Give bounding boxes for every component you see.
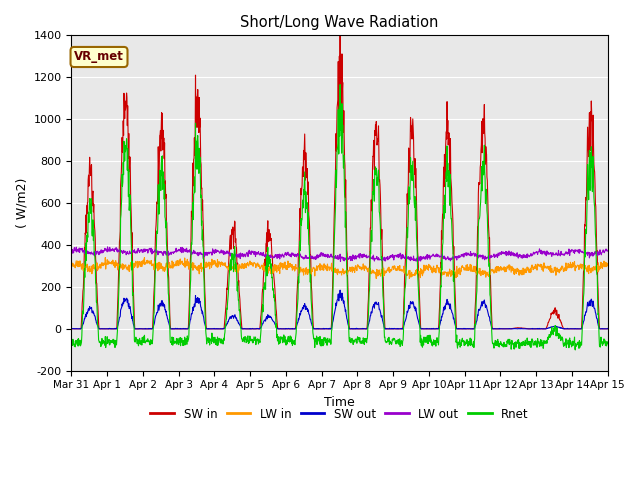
- Rnet: [174, 338, 182, 344]
- Rnet: [423, 339, 431, 345]
- LW in: [102, 255, 109, 261]
- LW in: [68, 259, 76, 264]
- SW out: [541, 326, 548, 332]
- LW in: [174, 261, 182, 267]
- SW in: [174, 326, 182, 332]
- LW in: [541, 263, 548, 269]
- Line: LW in: LW in: [72, 258, 608, 278]
- Line: SW in: SW in: [72, 28, 608, 329]
- LW out: [174, 248, 182, 254]
- Legend: SW in, LW in, SW out, LW out, Rnet: SW in, LW in, SW out, LW out, Rnet: [146, 403, 533, 425]
- LW out: [247, 252, 255, 257]
- LW out: [187, 252, 195, 258]
- SW out: [604, 325, 612, 331]
- SW in: [541, 326, 548, 332]
- SW out: [187, 314, 195, 320]
- LW in: [372, 276, 380, 281]
- SW in: [68, 326, 76, 332]
- SW in: [423, 326, 431, 332]
- LW in: [247, 262, 255, 267]
- SW out: [68, 325, 76, 331]
- LW in: [493, 267, 501, 273]
- SW out: [424, 326, 431, 332]
- Line: Rnet: Rnet: [72, 84, 608, 350]
- Rnet: [541, 340, 548, 346]
- Rnet: [187, 277, 195, 283]
- Rnet: [604, 341, 612, 347]
- SW out: [493, 326, 501, 332]
- LW out: [104, 244, 111, 250]
- Text: VR_met: VR_met: [74, 50, 124, 63]
- SW out: [174, 326, 182, 332]
- LW in: [187, 261, 195, 266]
- SW out: [71, 326, 79, 332]
- LW in: [604, 263, 612, 269]
- Rnet: [68, 337, 76, 343]
- LW out: [604, 248, 612, 254]
- SW out: [336, 287, 344, 293]
- Rnet: [247, 337, 255, 343]
- Y-axis label: ( W/m2): ( W/m2): [15, 178, 28, 228]
- Rnet: [336, 82, 344, 87]
- LW out: [68, 248, 76, 254]
- LW in: [424, 263, 431, 269]
- LW out: [493, 254, 501, 260]
- SW in: [604, 326, 612, 332]
- LW out: [337, 259, 344, 264]
- Rnet: [572, 347, 579, 353]
- SW in: [187, 252, 195, 258]
- X-axis label: Time: Time: [324, 396, 355, 409]
- Title: Short/Long Wave Radiation: Short/Long Wave Radiation: [241, 15, 439, 30]
- Line: SW out: SW out: [72, 290, 608, 329]
- LW out: [424, 256, 431, 262]
- SW out: [247, 326, 255, 332]
- Rnet: [493, 338, 501, 344]
- SW in: [247, 326, 255, 332]
- SW in: [493, 326, 501, 332]
- SW in: [336, 25, 344, 31]
- Line: LW out: LW out: [72, 247, 608, 262]
- LW out: [541, 249, 548, 254]
